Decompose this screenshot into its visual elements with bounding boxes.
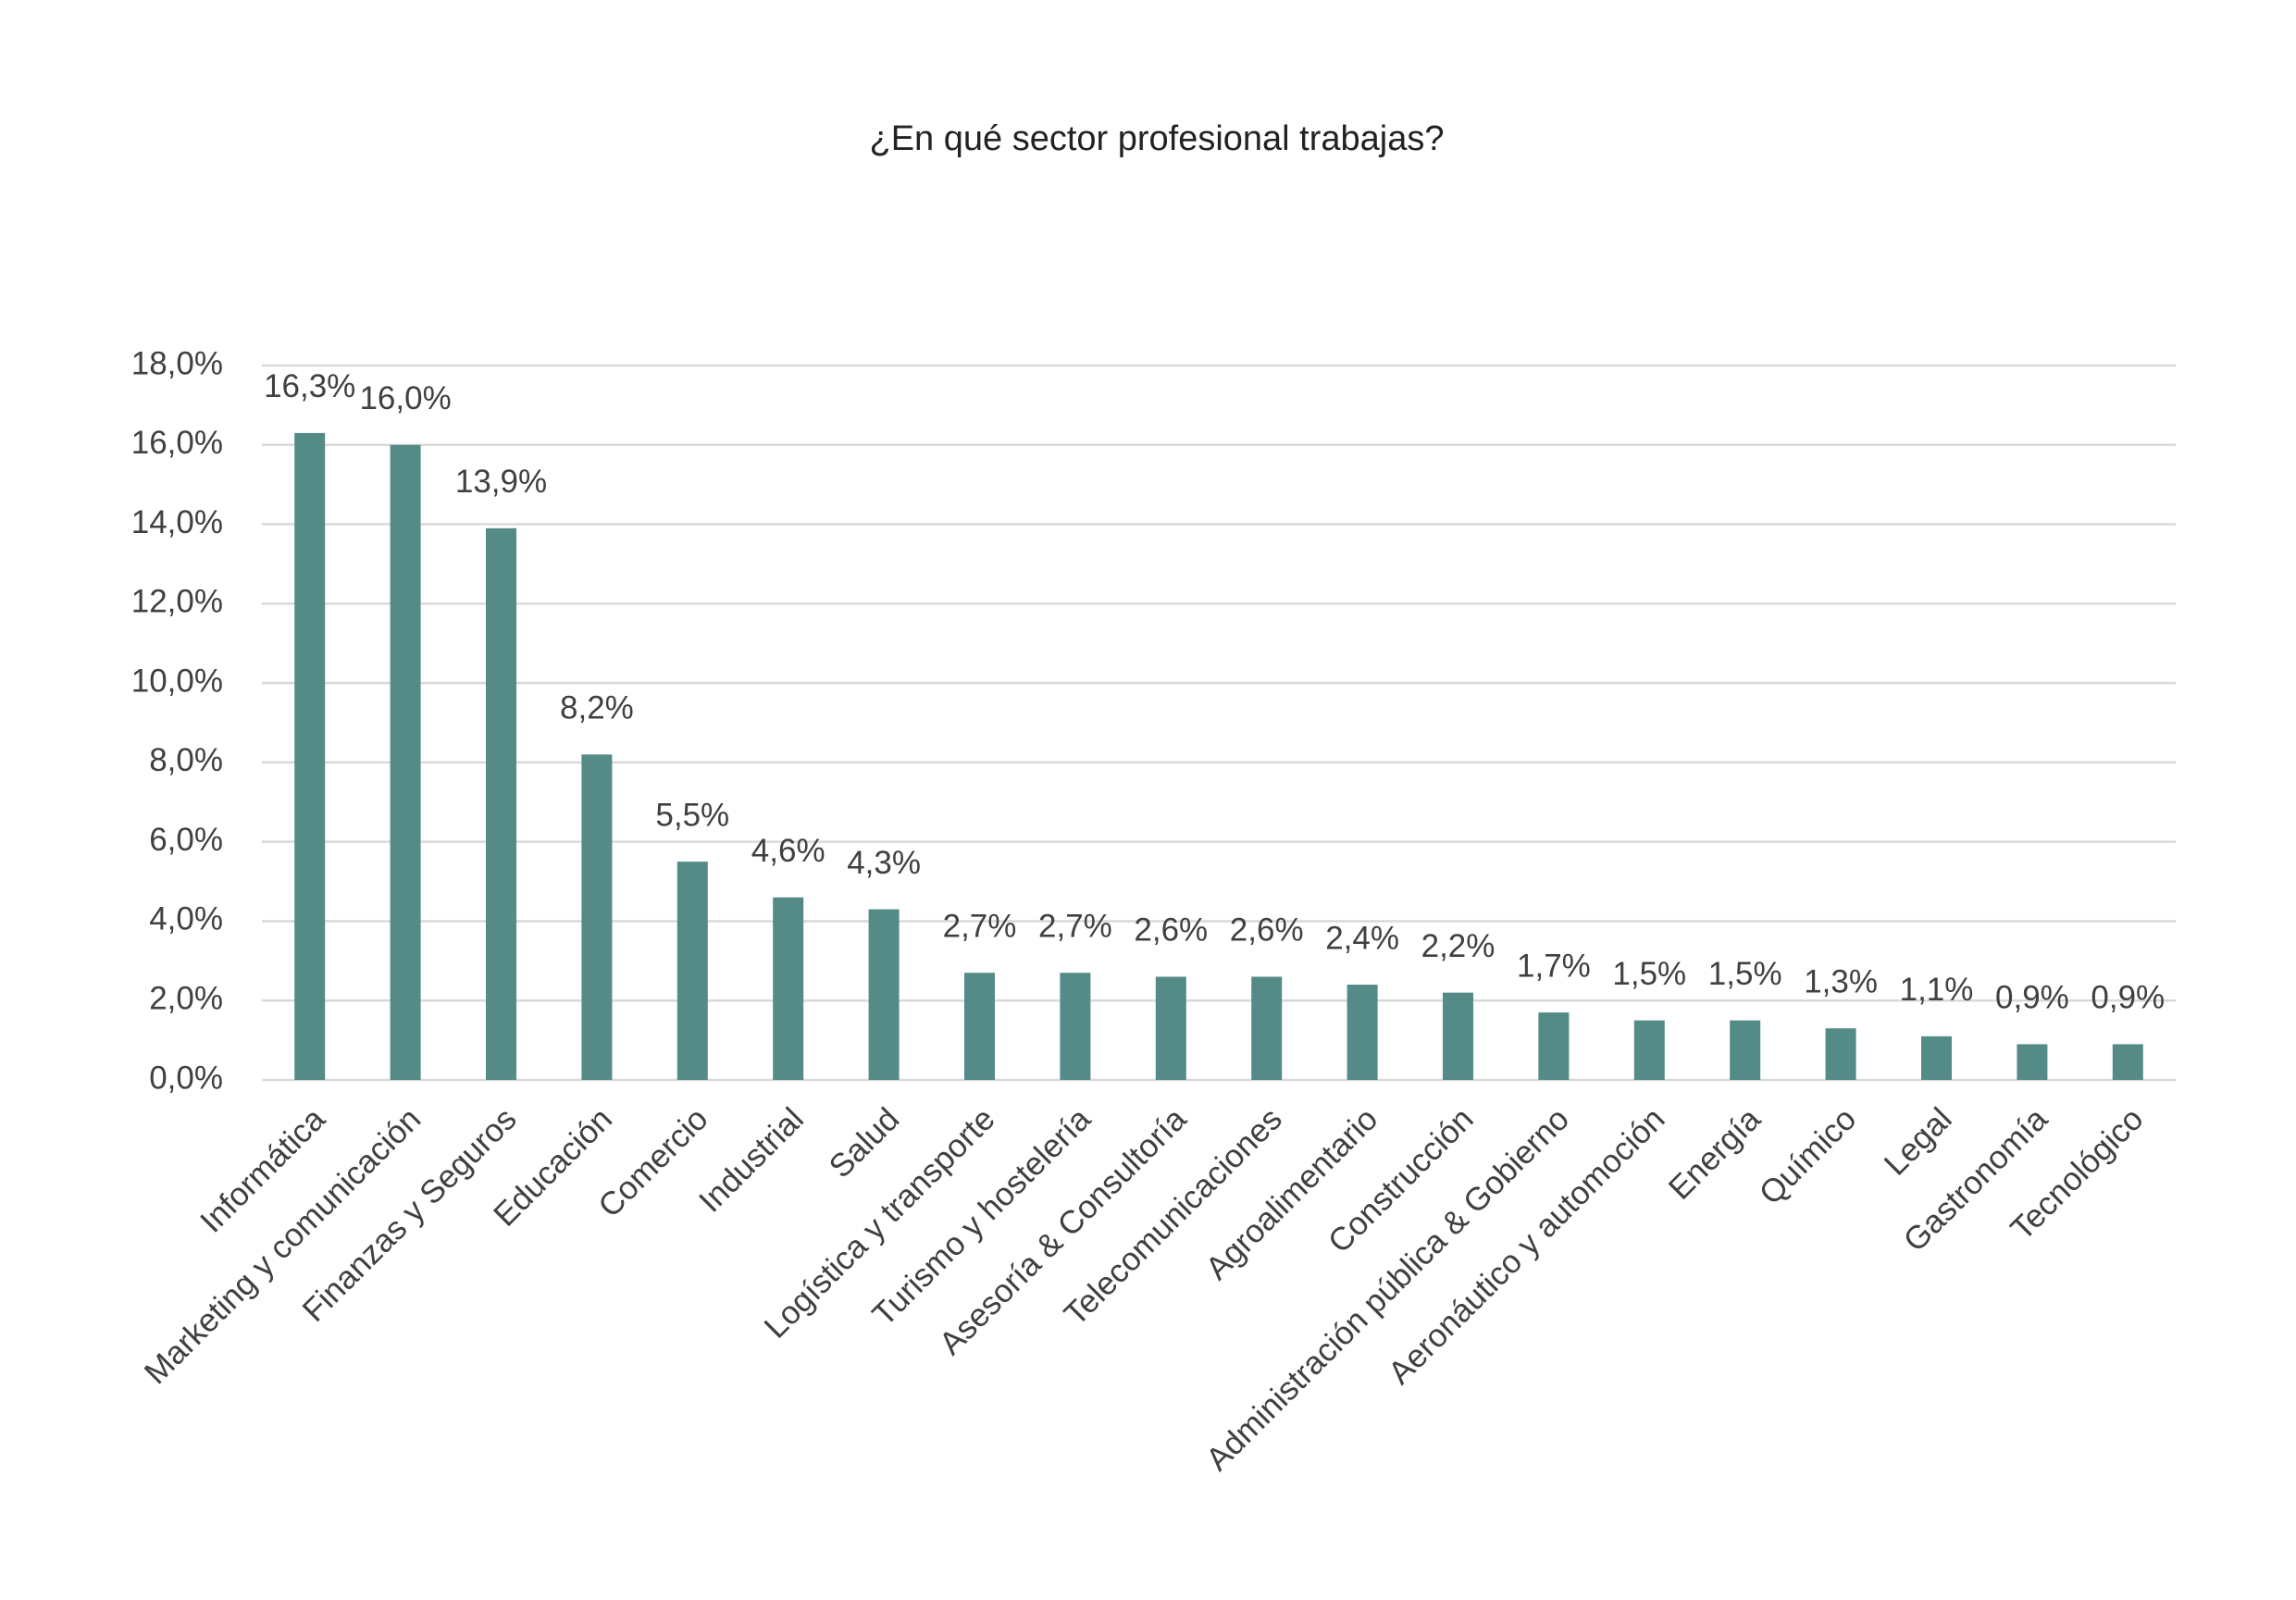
bar: [581, 754, 613, 1080]
y-tick-label: 14,0%: [131, 504, 223, 540]
data-label: 2,4%: [1325, 920, 1399, 956]
bar: [1825, 1028, 1856, 1080]
bar: [1155, 976, 1186, 1080]
data-label: 2,2%: [1421, 928, 1496, 964]
bar: [964, 973, 995, 1080]
bar: [1730, 1020, 1761, 1080]
data-label: 2,7%: [1038, 908, 1112, 944]
data-label: 0,9%: [1995, 980, 2069, 1016]
data-label: 1,5%: [1612, 956, 1686, 992]
y-tick-label: 2,0%: [149, 980, 223, 1016]
bar: [868, 909, 900, 1080]
data-label: 4,6%: [751, 833, 825, 869]
data-label: 0,9%: [2091, 980, 2165, 1016]
chart-title: ¿En qué sector profesional trabajas?: [869, 119, 1444, 158]
data-label: 1,3%: [1804, 963, 1878, 999]
y-tick-label: 12,0%: [131, 584, 223, 620]
bar: [486, 527, 516, 1080]
y-tick-label: 8,0%: [149, 742, 223, 778]
bar: [2017, 1044, 2048, 1080]
data-label: 4,3%: [847, 845, 921, 881]
bar: [294, 432, 326, 1080]
y-tick-label: 4,0%: [149, 901, 223, 937]
bar: [1633, 1020, 1665, 1080]
bar: [1538, 1012, 1570, 1080]
bar: [676, 862, 708, 1080]
y-tick-label: 18,0%: [131, 345, 223, 381]
data-label: 13,9%: [455, 464, 547, 500]
data-label: 2,7%: [943, 908, 1017, 944]
bar: [1060, 973, 1091, 1080]
bar: [2112, 1044, 2143, 1080]
y-tick-label: 16,0%: [131, 425, 223, 461]
data-label: 8,2%: [560, 690, 634, 726]
data-label: 1,1%: [1900, 972, 1974, 1008]
y-tick-label: 0,0%: [149, 1060, 223, 1096]
data-label: 16,3%: [264, 368, 355, 404]
bar: [1251, 976, 1283, 1080]
data-label: 2,6%: [1134, 912, 1208, 949]
bar: [1347, 985, 1378, 1080]
data-label: 16,0%: [359, 380, 451, 416]
y-tick-label: 6,0%: [149, 822, 223, 858]
data-label: 5,5%: [655, 797, 729, 833]
data-label: 1,7%: [1517, 948, 1591, 984]
data-label: 1,5%: [1708, 956, 1782, 992]
bar: [773, 897, 804, 1080]
bar: [1921, 1036, 1952, 1080]
data-label: 2,6%: [1230, 912, 1304, 949]
y-tick-label: 10,0%: [131, 663, 223, 699]
bar: [390, 444, 421, 1080]
bar: [1443, 992, 1473, 1080]
